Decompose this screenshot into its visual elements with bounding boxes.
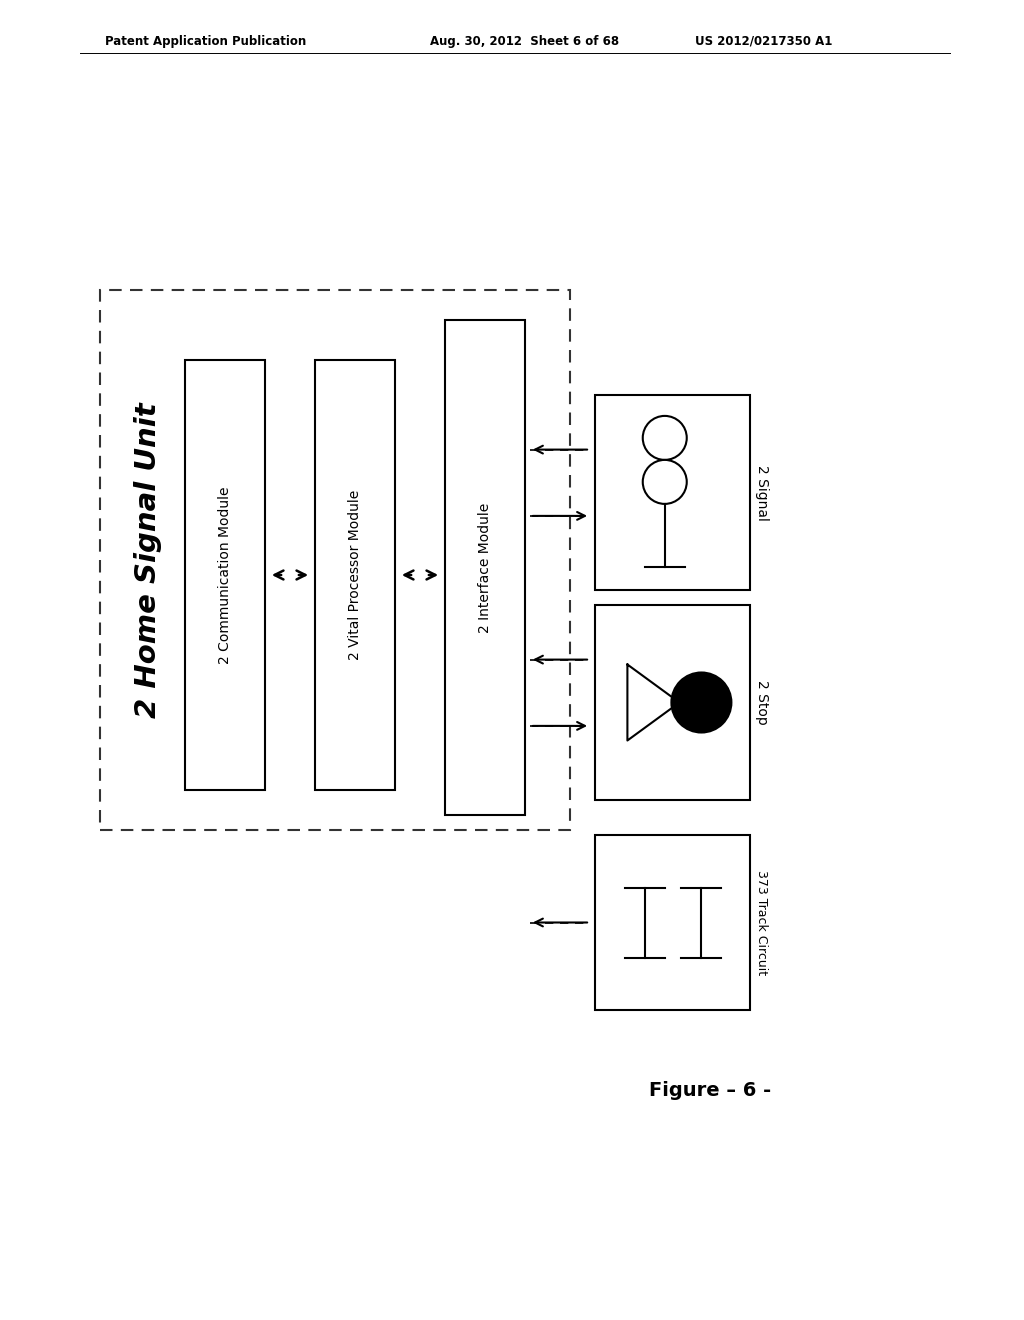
Text: 2 Vital Processor Module: 2 Vital Processor Module bbox=[348, 490, 362, 660]
Bar bbox=[595, 605, 750, 800]
Bar bbox=[315, 360, 395, 789]
Bar bbox=[595, 836, 750, 1010]
Circle shape bbox=[643, 416, 687, 459]
Text: 2 Home Signal Unit: 2 Home Signal Unit bbox=[134, 403, 162, 718]
Text: 2 Stop: 2 Stop bbox=[755, 680, 769, 725]
Circle shape bbox=[643, 459, 687, 504]
Bar bbox=[445, 319, 525, 814]
Text: Figure – 6 -: Figure – 6 - bbox=[649, 1081, 771, 1100]
Text: Aug. 30, 2012  Sheet 6 of 68: Aug. 30, 2012 Sheet 6 of 68 bbox=[430, 36, 620, 48]
Circle shape bbox=[672, 672, 731, 733]
Text: 2 Signal: 2 Signal bbox=[755, 465, 769, 520]
Text: US 2012/0217350 A1: US 2012/0217350 A1 bbox=[695, 36, 833, 48]
Text: 373 Track Circuit: 373 Track Circuit bbox=[756, 870, 768, 975]
Text: Patent Application Publication: Patent Application Publication bbox=[105, 36, 306, 48]
Bar bbox=[595, 395, 750, 590]
Text: 2 Interface Module: 2 Interface Module bbox=[478, 503, 492, 632]
Text: 2 Communication Module: 2 Communication Module bbox=[218, 486, 232, 664]
Bar bbox=[100, 290, 570, 830]
Bar bbox=[185, 360, 265, 789]
